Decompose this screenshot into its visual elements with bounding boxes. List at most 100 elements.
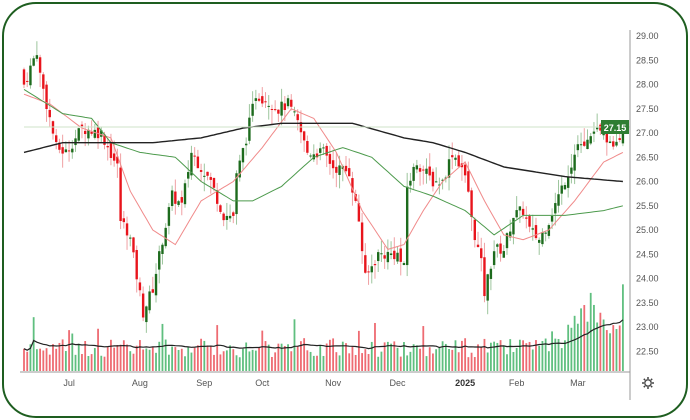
candle-body bbox=[389, 253, 393, 256]
time-tick-label: Jul bbox=[63, 378, 75, 388]
volume-bar bbox=[554, 338, 557, 371]
candle-body bbox=[615, 141, 618, 146]
gear-icon[interactable] bbox=[642, 377, 654, 389]
volume-bar bbox=[515, 347, 518, 371]
volume-bar bbox=[113, 347, 116, 371]
volume-bar bbox=[473, 357, 476, 371]
volume-bar bbox=[364, 349, 367, 371]
volume-bar bbox=[280, 343, 283, 371]
time-tick-label: Dec bbox=[390, 378, 407, 388]
volume-bar bbox=[490, 342, 492, 371]
volume-bar bbox=[61, 339, 64, 371]
candle-body bbox=[592, 131, 596, 134]
candle-body bbox=[42, 74, 45, 89]
candle-body bbox=[467, 171, 470, 192]
volume-bar bbox=[245, 342, 248, 371]
candle-body bbox=[170, 190, 174, 207]
volume-bar bbox=[403, 342, 405, 371]
time-tick-label: 2025 bbox=[455, 378, 475, 388]
volume-bar bbox=[177, 349, 180, 371]
candle-body bbox=[145, 306, 148, 323]
volume-bar bbox=[219, 354, 222, 371]
candle-body bbox=[132, 237, 135, 253]
candle-body bbox=[154, 273, 158, 296]
candle-body bbox=[90, 131, 93, 134]
volume-bar bbox=[409, 351, 412, 371]
candle-body bbox=[232, 212, 235, 216]
candle-body bbox=[190, 152, 193, 176]
moving-average-line bbox=[23, 122, 623, 183]
volume-bar bbox=[77, 343, 80, 371]
volume-ma-line bbox=[23, 319, 624, 351]
candle-body bbox=[463, 164, 467, 176]
candle-body bbox=[206, 171, 209, 176]
candle-body bbox=[377, 252, 380, 262]
volume-bar bbox=[390, 343, 392, 371]
volume-bar bbox=[258, 347, 260, 371]
volume-bar bbox=[357, 330, 360, 371]
candle-body bbox=[238, 160, 241, 178]
volume-bar bbox=[615, 329, 618, 371]
candle-body bbox=[29, 65, 32, 86]
candle-body bbox=[26, 80, 29, 82]
candle-body bbox=[116, 156, 119, 164]
candle-body bbox=[415, 165, 419, 170]
candle-body bbox=[158, 251, 161, 270]
candle-body bbox=[273, 109, 277, 111]
candle-body bbox=[496, 244, 499, 247]
candle-body bbox=[93, 129, 97, 138]
price-tick-label: 27.50 bbox=[636, 104, 659, 114]
volume-bar bbox=[209, 345, 212, 371]
candle-body bbox=[576, 144, 580, 151]
candle-body bbox=[344, 165, 348, 172]
candle-body bbox=[61, 147, 64, 154]
candle-body bbox=[257, 98, 261, 101]
volume-bar bbox=[622, 284, 624, 371]
price-tick-label: 23.00 bbox=[636, 322, 659, 332]
candles bbox=[22, 41, 625, 333]
volume-bar bbox=[164, 339, 167, 371]
volume-bar bbox=[399, 356, 402, 371]
candle-body bbox=[135, 249, 138, 280]
volume-bar bbox=[142, 349, 145, 371]
volume-bar bbox=[506, 354, 508, 371]
candle-body bbox=[418, 168, 422, 172]
candle-body bbox=[380, 253, 383, 255]
volume-bar bbox=[274, 352, 277, 371]
time-tick-label: Sep bbox=[196, 378, 212, 388]
volume-bar bbox=[564, 340, 566, 371]
volume-bar bbox=[560, 348, 563, 371]
candle-body bbox=[560, 185, 563, 194]
candle-body bbox=[383, 255, 386, 259]
candle-body bbox=[486, 274, 489, 301]
volume-bar bbox=[203, 340, 206, 371]
volume-bar bbox=[383, 342, 386, 371]
candle-body bbox=[544, 232, 547, 234]
candle-body bbox=[180, 197, 183, 203]
volume-bar bbox=[254, 350, 257, 371]
volume-bar bbox=[570, 327, 573, 371]
candle-body bbox=[77, 128, 80, 141]
volume-bar bbox=[151, 346, 154, 371]
candle-body bbox=[125, 223, 129, 236]
volume-bar bbox=[64, 351, 67, 371]
time-tick-label: Mar bbox=[570, 378, 586, 388]
candle-body bbox=[554, 203, 557, 214]
candle-body bbox=[22, 69, 26, 85]
candle-body bbox=[438, 184, 441, 186]
volume-bar bbox=[300, 341, 302, 371]
price-tick-label: 28.00 bbox=[636, 80, 659, 90]
candle-body bbox=[422, 169, 425, 171]
price-tick-label: 22.50 bbox=[636, 346, 659, 356]
volume-bar bbox=[45, 348, 48, 371]
volume-bar bbox=[538, 345, 541, 371]
candle-body bbox=[187, 172, 190, 179]
candle-body bbox=[605, 133, 609, 143]
candle-body bbox=[393, 250, 396, 260]
last-price-tag bbox=[601, 120, 629, 134]
candle-body bbox=[457, 155, 460, 167]
volume-bar bbox=[325, 343, 328, 371]
candle-body bbox=[293, 111, 296, 113]
candle-body bbox=[621, 129, 625, 144]
